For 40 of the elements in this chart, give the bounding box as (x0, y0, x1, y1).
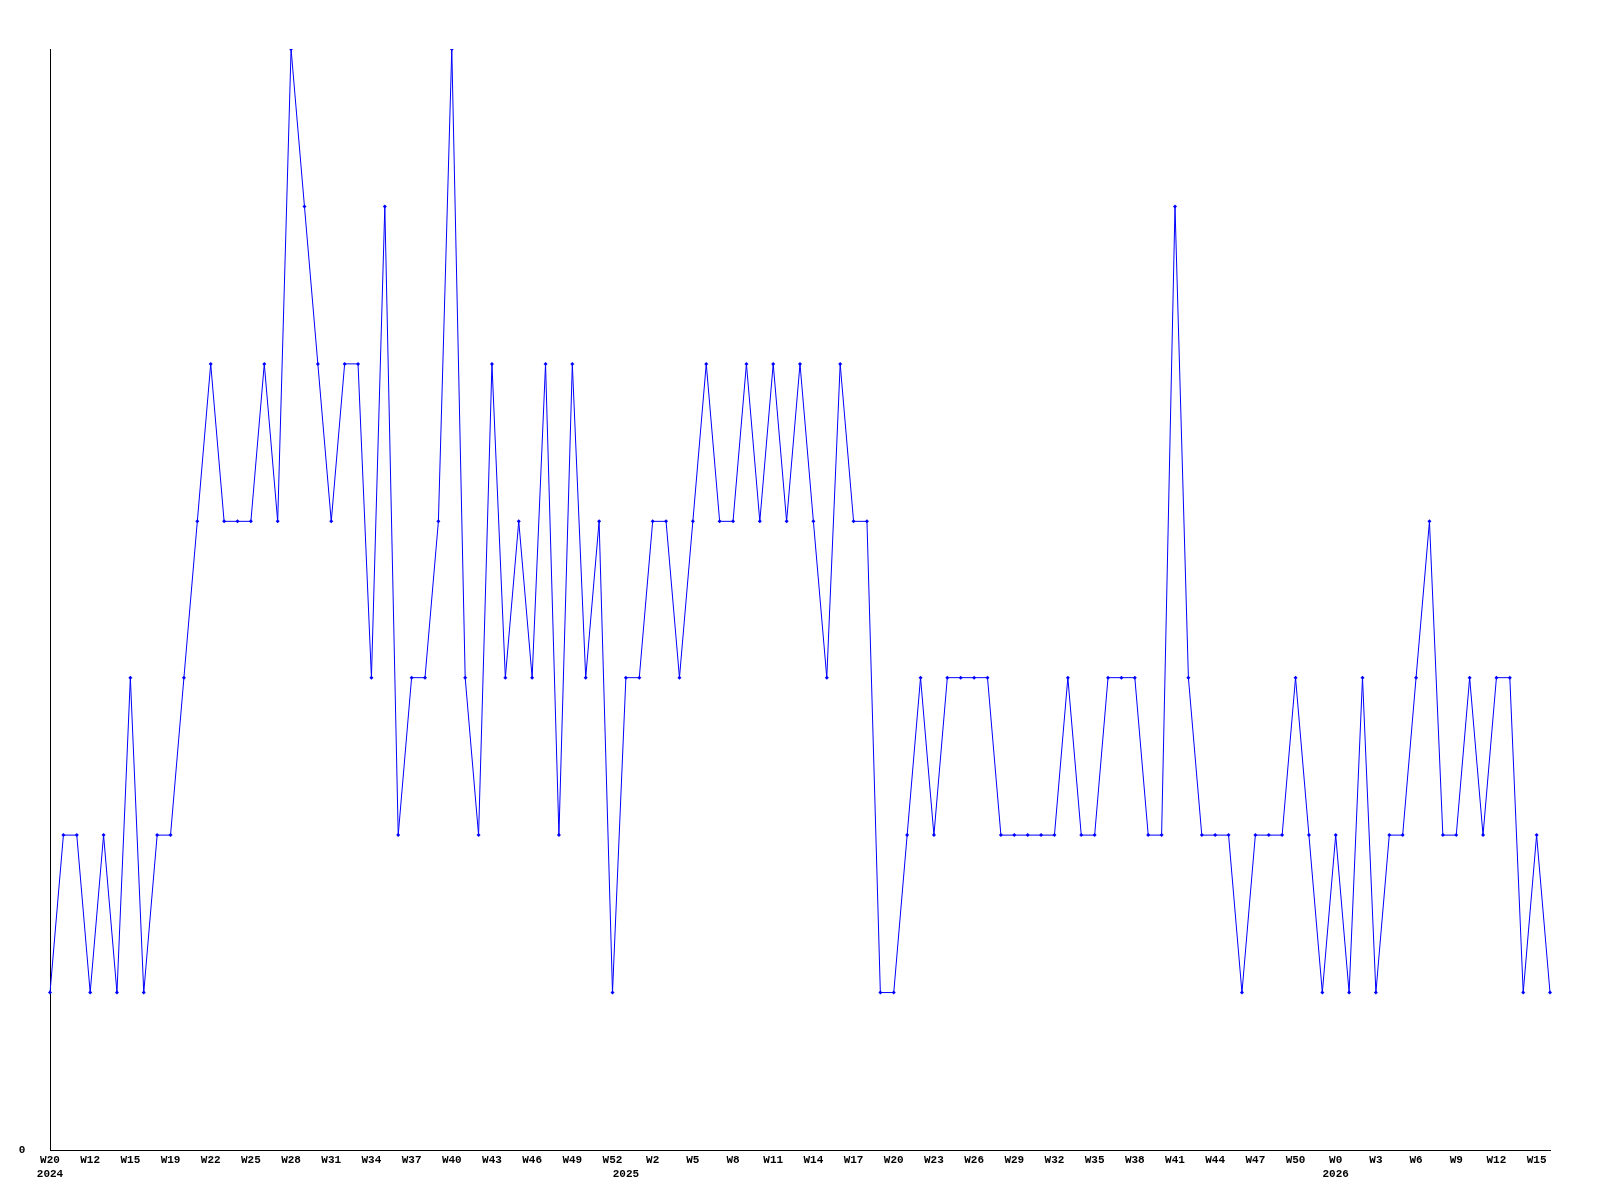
x-tick-label: W32 (1044, 1154, 1065, 1167)
x-tick-label: W6 (1409, 1154, 1423, 1167)
x-tick-label: W11 (763, 1154, 784, 1167)
x-tick-label: W37 (401, 1154, 422, 1167)
x-tick-label: 2025 (612, 1167, 640, 1180)
x-tick-label: W44 (1205, 1154, 1226, 1167)
x-tick-label: W26 (964, 1154, 985, 1167)
x-tick-label: W25 (240, 1154, 262, 1167)
x-tick-label: W29 (1004, 1154, 1025, 1167)
x-tick-label: W35 (1084, 1154, 1105, 1167)
x-tick-label: W20 2024 (36, 1154, 64, 1180)
x-tick-label: W5 (686, 1154, 700, 1167)
x-tick-label: W17 (843, 1154, 864, 1167)
x-tick-label: W50 (1285, 1154, 1306, 1167)
x-tick-label: W43 (482, 1154, 503, 1167)
x-tick-label: W12 (80, 1154, 101, 1167)
x-tick-label: W8 (726, 1154, 741, 1167)
text: 0 (18, 1143, 26, 1156)
x-tick-label: W23 (924, 1154, 945, 1167)
x-tick-label: W34 (361, 1154, 382, 1167)
x-tick-label: W0 2026 (1322, 1154, 1349, 1180)
x-tick-label: W2 (646, 1154, 660, 1167)
x-tick-label: W19 (160, 1154, 181, 1167)
x-tick-label: W49 (562, 1154, 583, 1167)
x-tick-label: W15 (120, 1154, 141, 1167)
x-tick-label: W38 (1124, 1154, 1146, 1167)
x-tick-label: W46 (522, 1154, 543, 1167)
x-tick-label: W52 (602, 1154, 623, 1167)
x-tick-label: W41 (1165, 1154, 1186, 1167)
x-tick-label: W40 (441, 1154, 462, 1167)
x-tick-label: W14 (803, 1154, 824, 1167)
x-tick-label: W12 (1486, 1154, 1507, 1167)
x-tick-label: W31 (321, 1154, 342, 1167)
x-tick-label: W28 (281, 1154, 302, 1167)
x-tick-label: W9 (1449, 1154, 1463, 1167)
x-tick-label: W3 (1369, 1154, 1383, 1167)
x-tick-label: W22 (200, 1154, 221, 1167)
x-tick-label: W20 (883, 1154, 904, 1167)
x-tick-label: W47 (1245, 1154, 1266, 1167)
x-tick-label: W15 (1526, 1154, 1547, 1167)
